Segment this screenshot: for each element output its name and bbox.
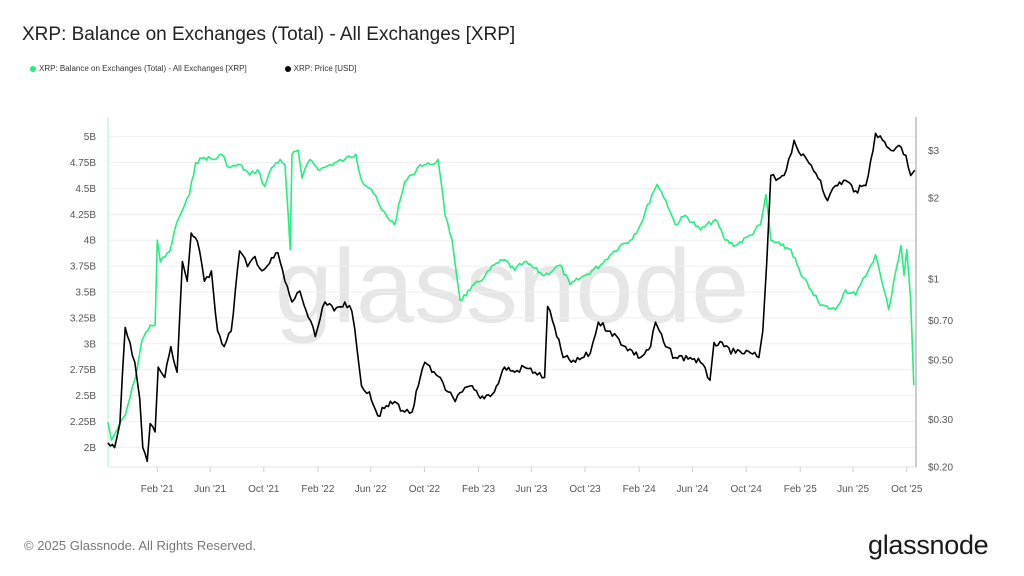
x-tick-label: Jun '21 bbox=[194, 484, 226, 495]
y-left-tick-label: 2.75B bbox=[70, 365, 96, 376]
x-tick-label: Jun '22 bbox=[355, 484, 387, 495]
y-left-tick-label: 3.25B bbox=[70, 313, 96, 324]
x-tick-label: Jun '24 bbox=[676, 484, 708, 495]
x-tick-label: Feb '22 bbox=[301, 484, 334, 495]
y-left-tick-label: 5B bbox=[84, 132, 97, 143]
legend-dot-balance bbox=[30, 65, 36, 72]
y-left-tick-label: 4.75B bbox=[70, 158, 96, 169]
x-tick-label: Jun '25 bbox=[837, 484, 869, 495]
copyright-footer: © 2025 Glassnode. All Rights Reserved. bbox=[24, 538, 257, 553]
x-tick-label: Oct '21 bbox=[248, 484, 280, 495]
legend-dot-price bbox=[284, 65, 291, 72]
y-right-tick-label: $0.70 bbox=[928, 316, 953, 327]
y-left-tick-label: 4.5B bbox=[75, 184, 96, 195]
legend-item-price[interactable]: XRP: Price [USD] bbox=[284, 64, 357, 73]
y-right-tick-label: $2 bbox=[928, 193, 940, 204]
legend-label-price: XRP: Price [USD] bbox=[293, 64, 357, 73]
legend-label-balance: XRP: Balance on Exchanges (Total) - All … bbox=[39, 64, 247, 73]
y-right-tick-label: $0.30 bbox=[928, 415, 953, 426]
x-tick-label: Feb '23 bbox=[462, 484, 495, 495]
series-line-balance bbox=[107, 149, 915, 441]
x-tick-label: Oct '25 bbox=[891, 484, 923, 495]
legend-item-balance[interactable]: XRP: Balance on Exchanges (Total) - All … bbox=[30, 64, 247, 73]
y-left-tick-label: 4B bbox=[84, 236, 97, 247]
y-right-tick-label: $1 bbox=[928, 274, 940, 285]
gridlines bbox=[108, 136, 916, 448]
y-right-tick-label: $0.50 bbox=[928, 355, 953, 366]
y-left-tick-label: 2.25B bbox=[70, 417, 96, 428]
x-tick-label: Jun '23 bbox=[515, 484, 547, 495]
y-right-tick-label: $3 bbox=[928, 146, 940, 157]
x-tick-label: Oct '24 bbox=[730, 484, 762, 495]
y-left-tick-label: 4.25B bbox=[70, 210, 96, 221]
chart-title: XRP: Balance on Exchanges (Total) - All … bbox=[22, 24, 516, 45]
y-right-tick-label: $0.20 bbox=[928, 463, 953, 474]
x-tick-label: Feb '25 bbox=[784, 484, 817, 495]
y-left-tick-label: 3B bbox=[84, 339, 97, 350]
legend: XRP: Balance on Exchanges (Total) - All … bbox=[30, 64, 356, 73]
axes: 2B 2.25B 2.5B 2.75B 3B 3.25B 3.5B 3.75B 4B 4.25B 4… bbox=[70, 117, 953, 495]
watermark: glassnode bbox=[275, 229, 749, 345]
x-tick-label: Oct '22 bbox=[409, 484, 441, 495]
y-left-tick-label: 2B bbox=[84, 443, 97, 454]
y-left-tick-label: 3.5B bbox=[75, 288, 96, 299]
series-line-price bbox=[107, 132, 916, 463]
x-tick-label: Feb '21 bbox=[141, 484, 174, 495]
glassnode-logo: glassnode bbox=[868, 530, 989, 560]
x-tick-label: Oct '23 bbox=[569, 484, 601, 495]
y-left-tick-label: 2.5B bbox=[75, 391, 96, 402]
series-lines bbox=[107, 132, 916, 463]
x-tick-label: Feb '24 bbox=[623, 484, 656, 495]
y-left-tick-label: 3.75B bbox=[70, 262, 96, 273]
